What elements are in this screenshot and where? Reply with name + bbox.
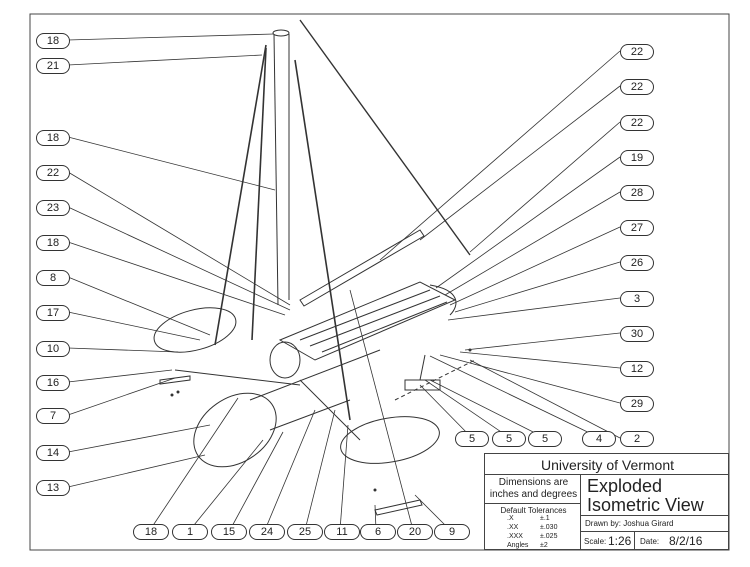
balloon-right-6: 27 [620, 220, 654, 236]
sheet-border [29, 13, 730, 551]
date-cell: Date: 8/2/16 [634, 531, 729, 550]
drawing-title-line2: Isometric View [587, 495, 704, 515]
balloon-right-10: 12 [620, 361, 654, 377]
date-label: Date: [640, 537, 660, 546]
dimensions-note: Dimensions are inches and degrees [489, 477, 578, 500]
balloon-right-2: 22 [620, 79, 654, 95]
balloon-right-5: 28 [620, 185, 654, 201]
balloon-right-12: 2 [620, 431, 654, 447]
dimensions-cell: Dimensions are inches and degrees [484, 474, 581, 504]
drawn-by: Drawn by: Joshua Girard [585, 519, 674, 528]
tolerances-cell: Default Tolerances .X ±.1 .XX ±.030 .XXX… [484, 503, 581, 550]
balloon-right-16: 5 [455, 431, 489, 447]
organization-cell: University of Vermont [484, 453, 729, 475]
balloon-left-2: 21 [36, 58, 70, 74]
balloon-left-11: 7 [36, 408, 70, 424]
balloon-bottom-7: 6 [360, 524, 396, 540]
tol-value-1: ±.1 [540, 515, 550, 522]
tol-label-4: Angles [507, 542, 529, 549]
balloon-right-8: 3 [620, 291, 654, 307]
balloon-left-8: 17 [36, 305, 70, 321]
balloon-right-3: 22 [620, 115, 654, 131]
balloon-left-5: 23 [36, 200, 70, 216]
balloon-bottom-6: 11 [324, 524, 360, 540]
tol-label-3: .XXX [507, 533, 523, 540]
balloon-right-14: 5 [528, 431, 562, 447]
balloon-right-13: 4 [582, 431, 616, 447]
balloon-left-10: 16 [36, 375, 70, 391]
tol-label-2: .XX [507, 524, 519, 531]
balloon-left-3: 18 [36, 130, 70, 146]
drawing-title-line1: Exploded [587, 476, 663, 496]
balloon-right-4: 19 [620, 150, 654, 166]
scale-cell: Scale: 1:26 [580, 531, 635, 550]
balloon-bottom-4: 24 [249, 524, 285, 540]
tol-value-4: ±2 [540, 542, 548, 549]
tol-label-1: .X [507, 515, 514, 522]
balloon-right-7: 26 [620, 255, 654, 271]
balloon-bottom-1: 18 [133, 524, 169, 540]
balloon-bottom-2: 1 [172, 524, 208, 540]
scale-label: Scale: [584, 537, 607, 546]
balloon-right-11: 29 [620, 396, 654, 412]
balloon-left-12: 14 [36, 445, 70, 461]
balloon-right-1: 22 [620, 44, 654, 60]
scale-value: 1:26 [608, 534, 632, 548]
balloon-left-6: 18 [36, 235, 70, 251]
balloon-left-7: 8 [36, 270, 70, 286]
balloon-right-9: 30 [620, 326, 654, 342]
balloon-bottom-9: 9 [434, 524, 470, 540]
drawn-by-cell: Drawn by: Joshua Girard [580, 515, 729, 532]
drawing-title-cell: Exploded Isometric View [580, 474, 729, 516]
tolerance-header: Default Tolerances [500, 506, 567, 515]
title-block: University of Vermont Dimensions are inc… [484, 453, 729, 550]
balloon-right-15: 5 [492, 431, 526, 447]
balloon-bottom-3: 15 [211, 524, 247, 540]
date-value: 8/2/16 [669, 534, 703, 548]
organization-name: University of Vermont [540, 457, 675, 473]
balloon-left-13: 13 [36, 480, 70, 496]
tol-value-3: ±.025 [540, 533, 558, 540]
tol-value-2: ±.030 [540, 524, 558, 531]
balloon-left-4: 22 [36, 165, 70, 181]
balloon-left-9: 10 [36, 341, 70, 357]
balloon-bottom-5: 25 [287, 524, 323, 540]
balloon-bottom-8: 20 [397, 524, 433, 540]
balloon-left-1: 18 [36, 33, 70, 49]
